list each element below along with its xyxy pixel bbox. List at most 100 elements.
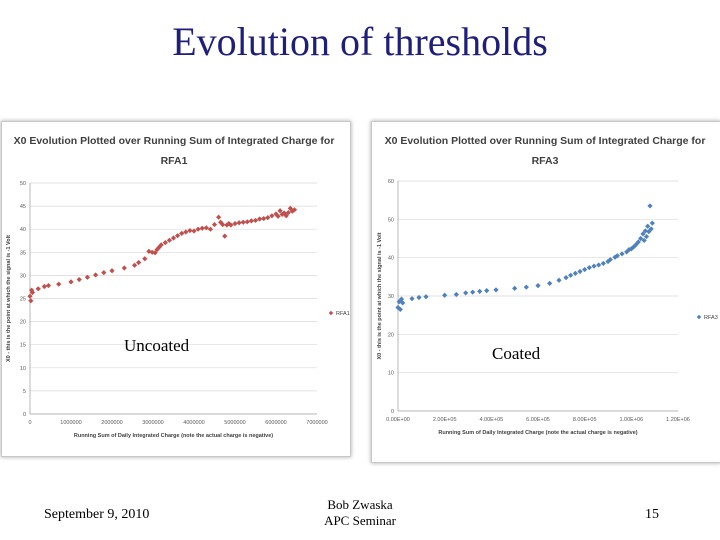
- data-point: [56, 281, 62, 287]
- data-point: [635, 239, 641, 245]
- data-point: [484, 288, 490, 294]
- data-point: [640, 231, 646, 237]
- chart-title-line2: RFA1: [161, 155, 188, 167]
- x-tick-label: 4.00E+05: [479, 417, 503, 423]
- data-point: [442, 292, 448, 298]
- data-point: [170, 235, 177, 241]
- data-point: [281, 210, 287, 216]
- data-point: [275, 213, 281, 219]
- data-point: [493, 287, 499, 293]
- y-tick-label: 60: [388, 179, 394, 185]
- data-point: [416, 294, 422, 301]
- data-point: [572, 270, 578, 276]
- data-point: [162, 239, 168, 246]
- x-tick-label: 1.00E+06: [619, 417, 643, 423]
- chart-rfa1: X0 Evolution Plotted over Running Sum of…: [6, 135, 350, 439]
- y-axis-label: X0 - this is the point at which the sign…: [6, 235, 12, 362]
- footer-author: Bob Zwaska APC Seminar: [300, 497, 420, 529]
- data-point: [643, 233, 650, 240]
- y-tick-label: 30: [20, 273, 26, 279]
- data-point: [596, 262, 602, 268]
- data-point: [68, 279, 74, 285]
- data-point: [152, 250, 158, 256]
- data-point: [244, 219, 250, 225]
- data-point: [470, 289, 476, 295]
- data-point: [76, 276, 82, 283]
- data-point: [269, 213, 275, 219]
- data-point: [121, 265, 127, 271]
- data-point: [631, 244, 637, 250]
- data-point: [207, 226, 213, 232]
- footer-date: September 9, 2010: [44, 507, 150, 522]
- x-tick-label: 7000000: [306, 420, 327, 426]
- y-tick-label: 45: [20, 204, 26, 210]
- x-tick-label: 6.00E+05: [526, 417, 550, 423]
- data-point: [109, 268, 115, 274]
- data-point: [535, 283, 541, 289]
- data-point: [582, 266, 588, 273]
- y-tick-label: 10: [20, 366, 26, 372]
- chart-panel-rfa1: X0 Evolution Plotted over Running Sum of…: [1, 121, 351, 457]
- x-tick-label: 1.20E+06: [666, 417, 690, 423]
- data-point: [577, 268, 583, 275]
- chart-panel-rfa3: X0 Evolution Plotted over Running Sum of…: [371, 121, 720, 463]
- x-tick-label: 6000000: [265, 420, 286, 426]
- data-point: [101, 270, 107, 276]
- y-tick-label: 50: [20, 181, 26, 187]
- x-tick-label: 5000000: [224, 420, 245, 426]
- chart-title-line1: X0 Evolution Plotted over Running Sum of…: [385, 135, 706, 147]
- y-tick-label: 40: [20, 227, 26, 233]
- data-point: [216, 214, 222, 220]
- data-point: [203, 225, 209, 231]
- data-point: [232, 221, 238, 227]
- data-point: [222, 233, 228, 239]
- seminar-name: APC Seminar: [324, 513, 396, 528]
- y-tick-label: 0: [23, 412, 26, 418]
- data-point: [556, 277, 562, 283]
- data-point: [563, 275, 569, 281]
- data-point: [396, 299, 402, 305]
- data-point: [142, 256, 148, 262]
- data-point: [261, 215, 267, 222]
- data-point: [93, 272, 99, 278]
- data-point: [27, 293, 33, 299]
- x-tick-label: 8.00E+05: [573, 417, 597, 423]
- data-point: [649, 220, 655, 226]
- caption-coated: Coated: [492, 344, 541, 363]
- data-point: [28, 298, 34, 304]
- data-point: [619, 251, 625, 257]
- data-point: [41, 283, 47, 290]
- data-point: [248, 218, 254, 224]
- data-point: [195, 226, 201, 232]
- y-tick-label: 35: [20, 250, 26, 256]
- page-number: 15: [645, 507, 659, 522]
- y-tick-label: 10: [388, 371, 394, 377]
- legend-label: RFA3: [704, 315, 718, 321]
- data-point: [628, 246, 634, 252]
- data-point: [211, 221, 218, 228]
- y-tick-label: 20: [388, 332, 394, 338]
- x-tick-label: 1000000: [60, 420, 81, 426]
- data-point: [645, 223, 651, 229]
- data-point: [279, 211, 285, 218]
- data-point: [236, 220, 242, 226]
- data-point: [523, 284, 529, 290]
- data-point: [646, 229, 652, 235]
- data-point: [641, 237, 647, 244]
- data-point: [586, 265, 592, 271]
- legend-marker: [696, 314, 702, 320]
- data-point: [395, 304, 401, 311]
- data-point: [179, 230, 185, 236]
- y-axis-label: X0 - this is the point at which the sign…: [377, 232, 383, 359]
- y-tick-label: 25: [20, 297, 26, 303]
- legend-marker: [328, 310, 334, 316]
- data-point: [228, 222, 234, 228]
- data-point: [158, 242, 164, 248]
- data-point: [45, 282, 52, 289]
- data-point: [277, 208, 283, 214]
- data-point: [187, 227, 193, 234]
- chart-title-line2: RFA3: [532, 155, 559, 167]
- data-point: [191, 228, 197, 234]
- chart-rfa3: X0 Evolution Plotted over Running Sum of…: [377, 135, 718, 436]
- y-tick-label: 0: [391, 409, 394, 415]
